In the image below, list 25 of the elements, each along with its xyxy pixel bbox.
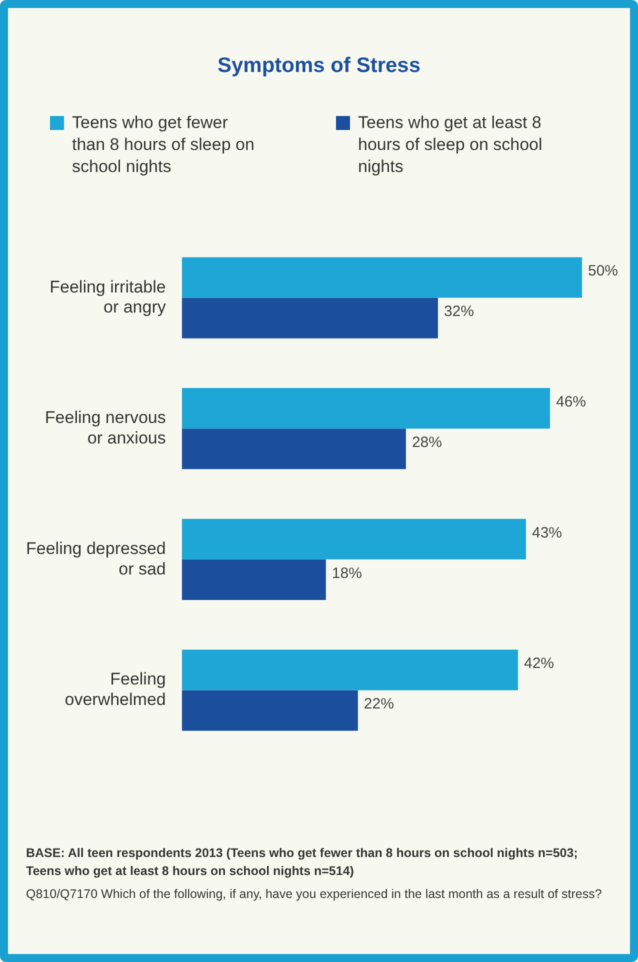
y-tick-label: Feeling irritable or angry — [50, 277, 166, 317]
data-label: 42% — [524, 655, 554, 672]
data-label: 43% — [532, 524, 562, 542]
bar — [182, 298, 438, 338]
legend-label: Teens who get fewer than 8 hours of sleep on school nights — [72, 112, 256, 178]
data-label: 28% — [412, 434, 442, 452]
legend-label: Teens who get at least 8 hours of sleep on school nights — [358, 112, 544, 178]
data-label: 46% — [556, 393, 586, 410]
data-label: 22% — [364, 696, 394, 713]
y-tick-label: Feeling overwhelmed — [64, 670, 166, 710]
bar — [182, 559, 326, 600]
bar — [182, 518, 526, 560]
bar — [182, 650, 518, 690]
bar — [182, 690, 358, 731]
y-tick-label: Feeling nervous or anxious — [44, 408, 166, 448]
data-label: 50% — [588, 262, 618, 280]
data-label: 32% — [444, 303, 474, 320]
bar — [182, 388, 550, 429]
text: Q810/Q7170 Which of the following, if any, have you experienced in the last month as a result of stress? — [26, 886, 603, 903]
data-label: 18% — [332, 564, 362, 582]
bar — [182, 257, 582, 298]
bar — [182, 428, 406, 470]
chart-title: Symptoms of Stress — [216, 54, 422, 78]
text: BASE: All teen respondents 2013 (Teens who get fewer than 8 hours on school nights n=503; Teens who get at least 8 hours on school nights n=514) — [26, 845, 579, 880]
y-tick-label: Feeling depressed or sad — [26, 538, 166, 578]
